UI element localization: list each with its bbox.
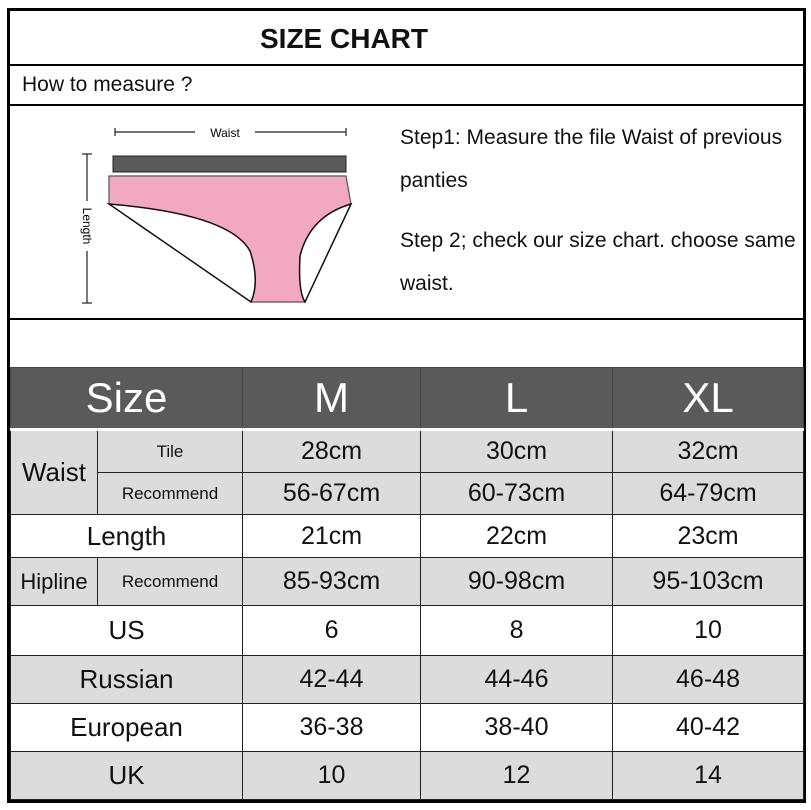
value-cell: 10 [612,605,805,656]
value-cell: 21cm [242,514,422,558]
value-cell: 42-44 [242,655,422,704]
how-to-measure: How to measure ? [10,66,803,106]
value-cell: 44-46 [420,655,614,704]
hipline-label: Hipline [10,557,98,606]
row-uk: UK 10 12 14 [9,751,805,800]
value-cell: 56-67cm [242,472,422,515]
value-cell: 90-98cm [420,557,614,606]
tile-label: Tile [96,429,244,473]
value-cell: 85-93cm [242,557,422,606]
value-cell: 46-48 [612,655,805,704]
header-size-2: L [420,367,614,431]
header-size: Size [9,367,244,431]
row-label: Russian [9,655,244,704]
value-cell: 40-42 [612,703,805,752]
row-label: European [9,703,244,752]
waist-recommend-row: Recommend 56-67cm 60-73cm 64-79cm [11,472,805,515]
value-cell: 32cm [612,429,805,473]
title-bar: SIZE CHART [10,11,803,66]
value-cell: 38-40 [420,703,614,752]
row-us: US 6 8 10 [9,605,805,656]
row-european: European 36-38 38-40 40-42 [9,703,805,752]
length-label: Length [80,208,94,245]
waist-tile-row: Waist Tile 28cm 30cm 32cm [10,429,805,515]
value-cell: 30cm [420,429,614,473]
step-1: Step1: Measure the file Waist of previou… [400,126,783,192]
header-row: Size M L XL [9,367,805,431]
size-chart: SIZE CHART How to measure ? Waist Length… [7,8,806,803]
row-russian: Russian 42-44 44-46 46-48 [9,655,805,704]
step-2: Step 2; check our size chart. choose sam… [400,229,796,295]
length-row: Length 21cm 22cm 23cm [9,514,805,558]
value-cell: 28cm [242,429,422,473]
value-cell: 23cm [612,514,805,558]
waist-label: Waist [10,429,98,515]
value-cell: 22cm [420,514,614,558]
panties-diagram: Waist Length [80,126,353,304]
length-label: Length [9,514,244,558]
instructions: Step1: Measure the file Waist of previou… [400,116,800,322]
page-title: SIZE CHART [260,23,428,54]
value-cell: 60-73cm [420,472,614,515]
value-cell: 12 [420,751,614,800]
hipline-row: Hipline Recommend 85-93cm 90-98cm 95-103cm [10,557,805,606]
size-table: Size M L XL Waist Tile 28cm 30cm 32cm Recommend 56… [9,367,805,800]
recommend-label: Recommend [96,557,244,606]
value-cell: 95-103cm [612,557,805,606]
measure-section: Waist Length Step1: Measure the file Wai… [10,106,803,320]
value-cell: 64-79cm [612,472,805,515]
value-cell: 10 [242,751,422,800]
header-size-3: XL [612,367,805,431]
waist-label: Waist [210,126,240,140]
value-cell: 8 [420,605,614,656]
recommend-label: Recommend [96,472,244,515]
row-label: US [9,605,244,656]
value-cell: 14 [612,751,805,800]
row-label: UK [9,751,244,800]
value-cell: 36-38 [242,703,422,752]
value-cell: 6 [242,605,422,656]
header-size-1: M [242,367,422,431]
